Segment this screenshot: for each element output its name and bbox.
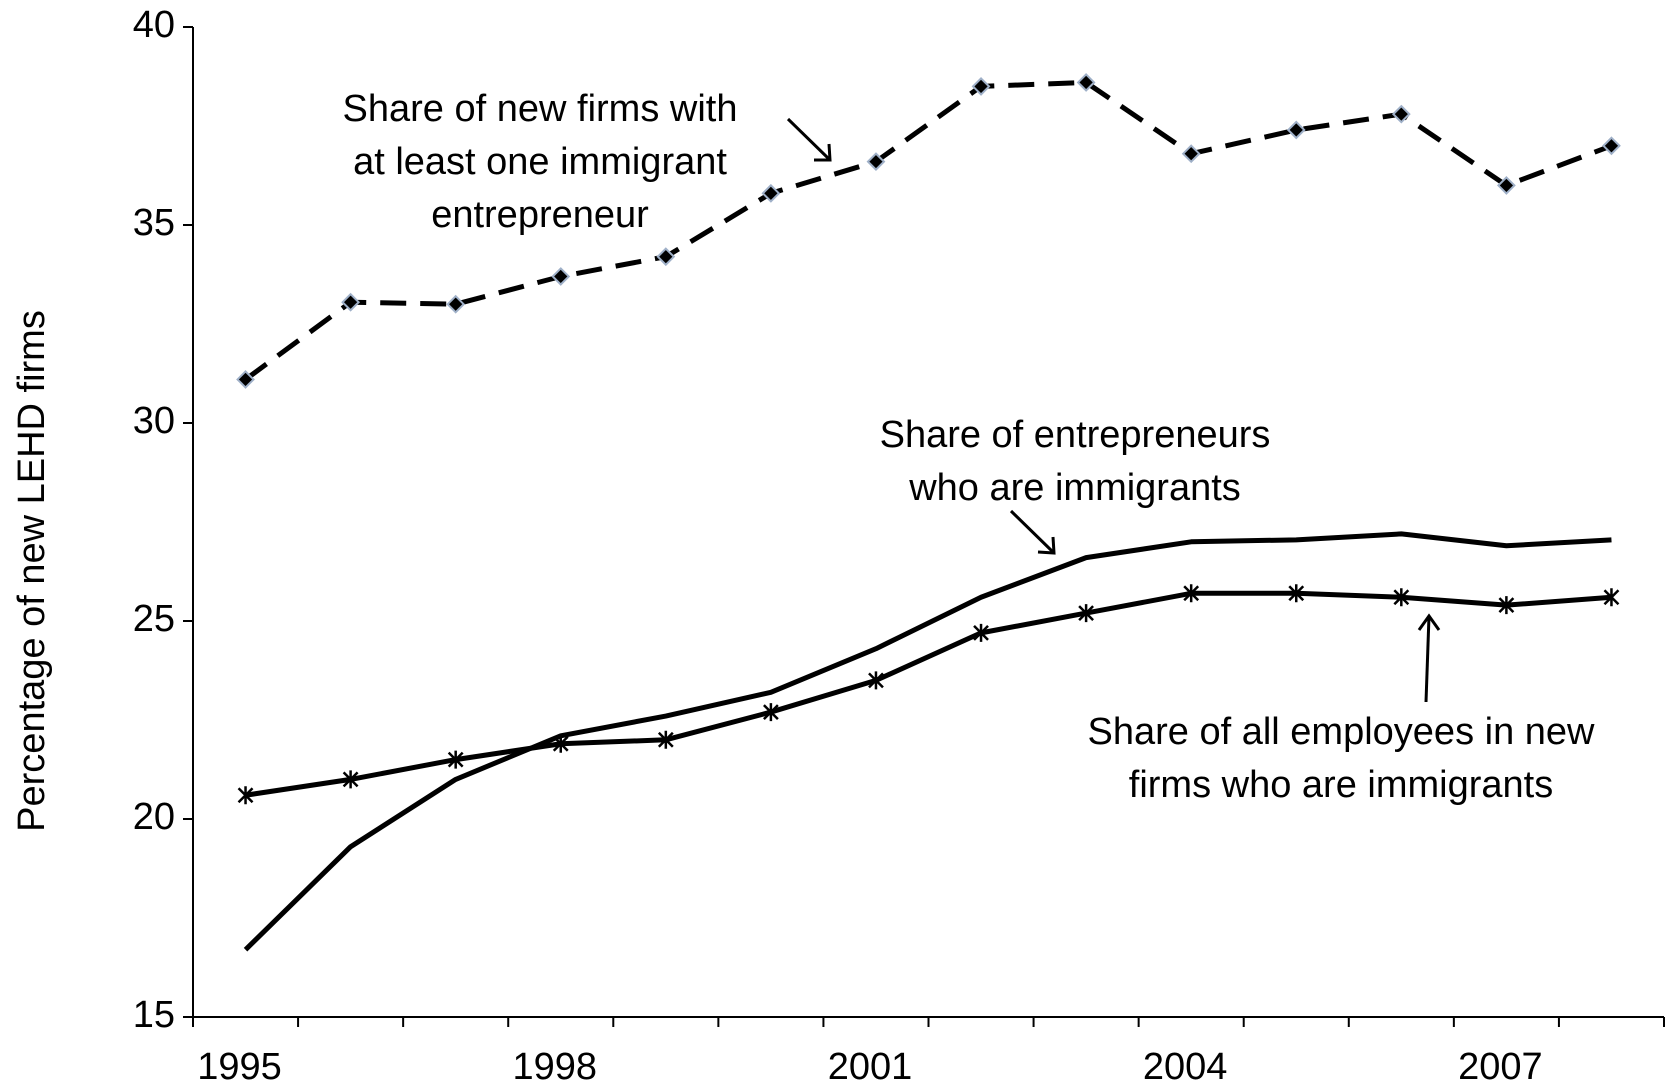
marker [1181,144,1201,164]
marker [342,770,359,789]
marker [446,294,466,314]
marker [971,76,991,96]
marker [1602,136,1621,156]
annotation-arrow [786,117,832,162]
x-tick-label: 1995 [197,1046,282,1088]
series-annotation: at least one immigrant [353,141,727,183]
x-tick-label: 2007 [1458,1046,1543,1088]
series-line [245,590,1612,798]
series-annotation: Share of all employees in new [1088,711,1596,753]
x-tick-label: 2004 [1143,1046,1228,1088]
marker [1286,120,1306,140]
annotation-arrow [1009,509,1056,555]
x-tick-label: 1998 [512,1046,597,1088]
marker [761,183,781,203]
y-axis-title: Percentage of new LEHD firms [11,310,53,832]
series-annotation: firms who are immigrants [1129,764,1553,806]
marker [866,152,886,172]
marker [237,786,254,805]
marker [1393,588,1410,607]
series-line [244,79,1613,382]
marker [552,734,569,753]
y-tick-label: 30 [133,400,175,442]
series-line [243,531,1612,952]
series-annotation: Share of entrepreneurs [880,414,1271,456]
y-tick-label: 40 [133,4,175,46]
annotation-arrow-head [814,143,832,162]
marker [1288,584,1305,603]
marker [656,247,676,267]
marker [1391,104,1411,124]
marker [1183,584,1200,603]
marker [1078,604,1094,623]
marker [236,370,255,389]
marker [1496,175,1516,195]
series-annotation: Share of new firms with [343,88,738,130]
y-tick-label: 35 [133,202,175,244]
marker [551,267,571,286]
marker [1076,73,1096,92]
series-annotation: entrepreneur [431,194,649,236]
series-annotation: who are immigrants [908,467,1241,509]
annotation-arrow-head [1417,613,1441,631]
y-tick-label: 15 [133,994,175,1036]
annotation-arrow [1424,615,1431,703]
y-tick-label: 25 [133,598,175,640]
marker [1498,596,1515,615]
annotation-arrow-head [1037,536,1056,555]
marker [973,623,989,642]
marker [447,750,464,769]
x-tick-label: 2001 [828,1046,913,1088]
marker [341,292,361,312]
marker [763,703,779,722]
y-tick-label: 20 [133,796,175,838]
marker [1603,588,1620,607]
marker [868,671,884,690]
marker [657,730,674,749]
